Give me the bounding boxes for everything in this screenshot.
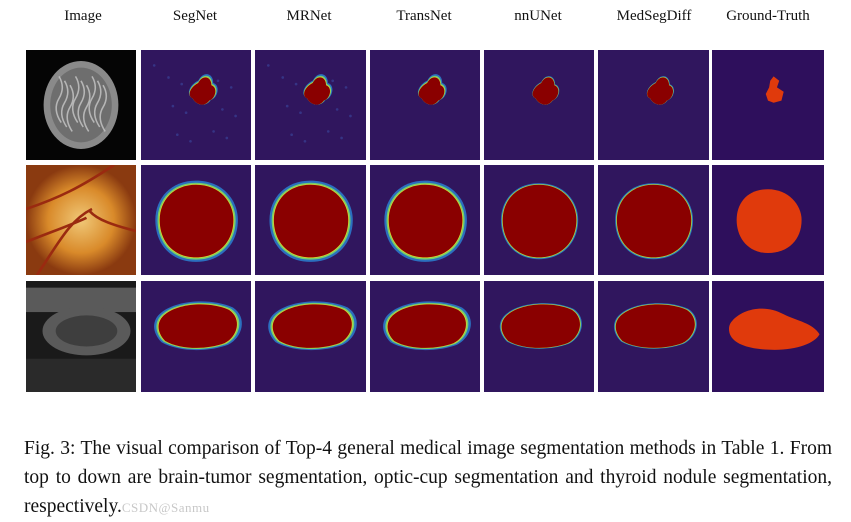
segmentation-comparison-figure: Image SegNet MRNet TransNet nnUNet MedSe… xyxy=(26,8,824,392)
column-header-medsegdiff: MedSegDiff xyxy=(616,8,692,24)
panel-image xyxy=(598,165,709,275)
column-header-segnet: SegNet xyxy=(172,8,218,24)
panel-image xyxy=(370,50,480,160)
panel-optic-cup-ground-truth xyxy=(712,165,824,275)
panel-image xyxy=(255,165,366,275)
panel-image xyxy=(598,50,709,160)
panel-brain-tumor-image xyxy=(26,50,136,160)
panel-optic-cup-image xyxy=(26,165,136,275)
panel-image xyxy=(712,50,824,160)
panel-image xyxy=(484,50,594,160)
panel-thyroid-nodule-segnet xyxy=(141,281,251,392)
panel-optic-cup-mrnet xyxy=(255,165,366,275)
panel-image xyxy=(26,50,136,160)
panel-image xyxy=(141,281,251,392)
panel-optic-cup-segnet xyxy=(141,165,251,275)
panel-image xyxy=(370,281,480,392)
panel-thyroid-nodule-medsegdiff xyxy=(598,281,709,392)
panel-image xyxy=(370,165,480,275)
panel-brain-tumor-ground-truth xyxy=(712,50,824,160)
column-header-transnet: TransNet xyxy=(396,8,452,24)
figure-caption: Fig. 3: The visual comparison of Top-4 g… xyxy=(24,434,832,522)
panel-image xyxy=(26,165,136,275)
watermark-text: CSDN@Sanmu xyxy=(121,499,210,515)
panel-image xyxy=(255,281,366,392)
column-header-ground-truth: Ground-Truth xyxy=(726,8,810,24)
panel-image xyxy=(26,281,136,392)
panel-image xyxy=(255,50,366,160)
panel-optic-cup-transnet xyxy=(370,165,480,275)
panel-image xyxy=(141,165,251,275)
column-header-nnunet: nnUNet xyxy=(514,8,562,24)
panel-thyroid-nodule-mrnet xyxy=(255,281,366,392)
panel-image xyxy=(484,165,594,275)
panel-brain-tumor-mrnet xyxy=(255,50,366,160)
panel-brain-tumor-nnunet xyxy=(484,50,594,160)
panel-image xyxy=(484,281,594,392)
panel-image xyxy=(712,165,824,275)
column-header-image: Image xyxy=(64,8,102,24)
panel-optic-cup-medsegdiff xyxy=(598,165,709,275)
panel-thyroid-nodule-ground-truth xyxy=(712,281,824,392)
panel-image xyxy=(712,281,824,392)
column-header-mrnet: MRNet xyxy=(286,8,332,24)
panel-thyroid-nodule-nnunet xyxy=(484,281,594,392)
caption-label: Fig. 3: xyxy=(24,437,76,459)
panel-brain-tumor-segnet xyxy=(141,50,251,160)
panel-thyroid-nodule-image xyxy=(26,281,136,392)
panel-image xyxy=(598,281,709,392)
panel-image xyxy=(141,50,251,160)
caption-text: The visual comparison of Top-4 general m… xyxy=(24,437,832,517)
panel-brain-tumor-transnet xyxy=(370,50,480,160)
panel-brain-tumor-medsegdiff xyxy=(598,50,709,160)
panel-optic-cup-nnunet xyxy=(484,165,594,275)
panel-thyroid-nodule-transnet xyxy=(370,281,480,392)
